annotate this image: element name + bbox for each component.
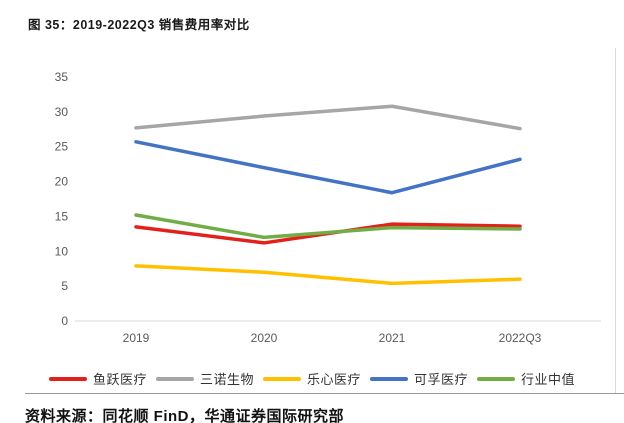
- y-axis-tick-label: 30: [55, 105, 69, 119]
- x-axis-tick-label: 2021: [379, 331, 406, 345]
- legend-label: 三诺生物: [199, 372, 254, 387]
- series-line-可孚医疗: [134, 140, 522, 195]
- y-axis-tick-label: 35: [55, 70, 69, 84]
- legend-item-鱼跃医疗[interactable]: 鱼跃医疗: [48, 369, 147, 388]
- figure-title: 图 35：2019-2022Q3 销售费用率对比: [28, 18, 250, 32]
- y-axis-tick-label: 10: [55, 244, 69, 258]
- y-axis-tick-label: 5: [61, 279, 68, 293]
- x-axis-tick-label: 2022Q3: [499, 331, 542, 345]
- source-note: 资料来源：同花顺 FinD，华通证券国际研究部: [25, 408, 344, 423]
- y-axis-tick-label: 0: [61, 314, 68, 328]
- legend-line-marker: [262, 376, 301, 381]
- legend-item-行业中值[interactable]: 行业中值: [477, 369, 575, 388]
- x-axis-tick-label: 2019: [123, 331, 150, 345]
- series-line-行业中值: [134, 213, 522, 240]
- legend-label: 可孚医疗: [414, 372, 469, 387]
- series-line-三诺生物: [134, 104, 522, 131]
- y-axis-tick-label: 20: [55, 175, 69, 189]
- y-axis-tick-label: 25: [55, 140, 69, 154]
- legend-line-marker: [155, 376, 194, 381]
- legend-item-乐心医疗[interactable]: 乐心医疗: [262, 369, 361, 388]
- legend-line-marker: [48, 376, 87, 381]
- legend-label: 乐心医疗: [306, 372, 361, 387]
- line-chart: 0 5 10 15 20 25 30 35 2019 2020 2021 2022Q3: [55, 70, 601, 345]
- legend-line-marker: [370, 376, 408, 381]
- chart-legend: 鱼跃医疗 三诺生物 乐心医疗 可孚医疗 行业中值: [0, 369, 624, 388]
- legend-label: 鱼跃医疗: [92, 372, 147, 387]
- x-axis-tick-label: 2020: [251, 331, 278, 345]
- y-axis-tick-label: 15: [55, 209, 69, 223]
- legend-item-三诺生物[interactable]: 三诺生物: [155, 369, 254, 388]
- panel-right-border: [615, 48, 616, 393]
- legend-label: 行业中值: [521, 372, 576, 387]
- series-line-乐心医疗: [134, 264, 522, 286]
- source-divider: [25, 393, 624, 394]
- legend-line-marker: [477, 376, 516, 381]
- legend-item-可孚医疗[interactable]: 可孚医疗: [370, 369, 468, 388]
